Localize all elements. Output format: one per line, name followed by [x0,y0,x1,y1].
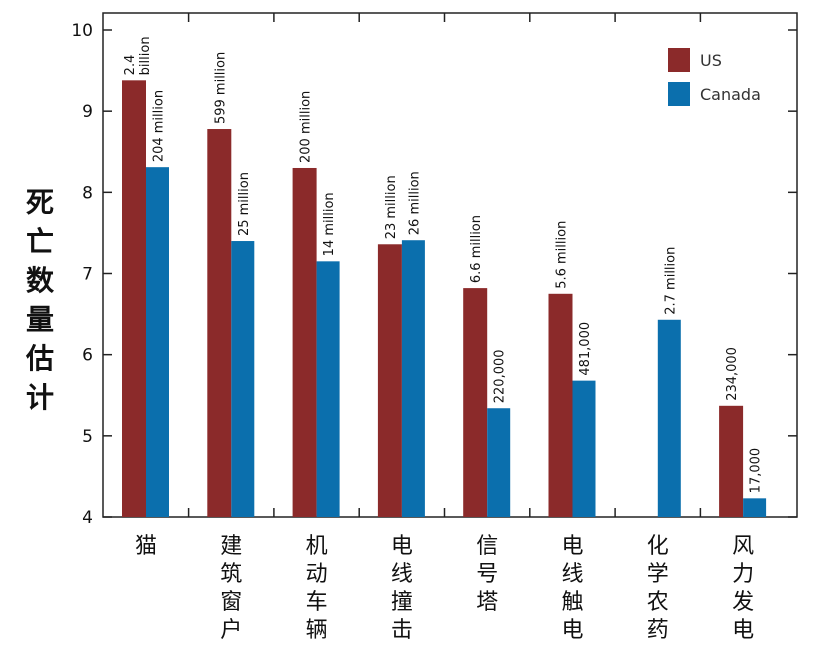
data-label: 2.7 million [663,247,678,315]
bar-us [548,293,573,517]
data-label: 14 million [322,192,337,256]
bar-canada [572,380,596,517]
data-label: 481,000 [578,322,593,376]
y-axis-label: 死亡数量估计 [25,186,55,414]
data-label: 26 million [407,171,422,235]
bar-us [292,167,317,517]
bar-canada [231,241,255,518]
bar-canada [146,167,169,517]
data-label: 234,000 [725,347,740,401]
data-label: 204 million [152,90,167,162]
y-tick-label: 5 [82,427,93,447]
data-label: 6.6 million [469,215,484,283]
bar-us [122,80,146,517]
data-label: 17,000 [749,448,764,494]
bar-us [207,129,232,518]
data-label: 200 million [299,91,314,163]
data-label: 25 million [237,172,252,236]
category-label: 机动车辆 [306,534,328,643]
data-label: 599 million [213,52,228,124]
bar-canada [743,498,767,517]
data-label: 220,000 [493,349,508,403]
bar-canada [401,240,425,517]
data-label: 5.6 million [555,221,570,289]
category-label: 化学农药 [647,534,669,643]
legend-label-us: US [700,51,722,70]
category-label: 信号塔 [476,534,498,615]
legend-label-canada: Canada [700,85,761,104]
data-label: 2.4billion [123,36,153,75]
category-label: 电线撞击 [391,534,413,643]
category-label: 猫 [135,534,157,559]
legend-swatch-us [668,48,690,72]
bar-canada [316,261,340,517]
y-tick-label: 6 [82,346,93,366]
category-label: 风力发电 [732,534,754,643]
y-tick-label: 10 [71,21,93,41]
y-tick-label: 8 [82,183,93,203]
bar-canada [657,319,681,517]
plot-frame [102,12,798,518]
category-label: 建筑窗户 [220,534,242,643]
y-tick-label: 9 [82,102,93,122]
y-tick-label: 4 [82,508,93,528]
bar-us [463,288,488,517]
bar-canada [487,408,511,517]
data-label: 23 million [384,175,399,239]
category-label: 电线触电 [561,534,583,643]
legend-swatch-canada [668,82,690,106]
bar-us [377,244,402,517]
bar-us [719,405,744,517]
y-tick-label: 7 [82,265,93,285]
